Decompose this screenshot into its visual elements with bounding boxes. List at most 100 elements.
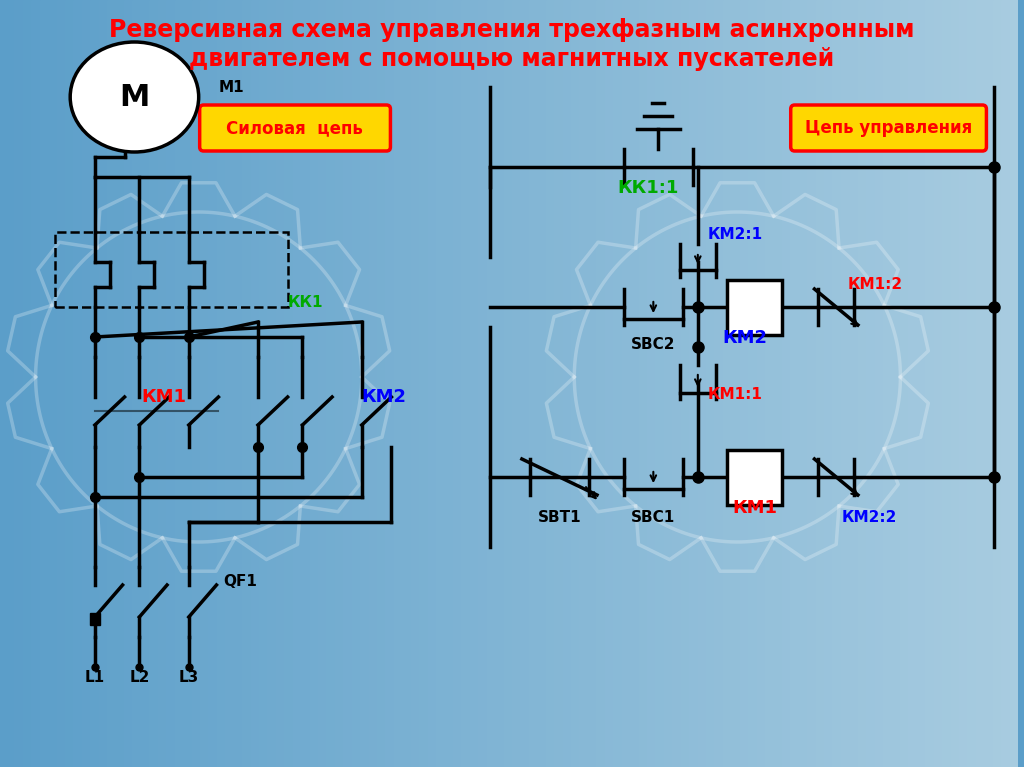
- Text: QF1: QF1: [223, 574, 257, 590]
- Bar: [562, 0, 572, 767]
- Bar: [984, 0, 993, 767]
- Text: КК1: КК1: [288, 295, 324, 310]
- Bar: [48, 0, 57, 767]
- Bar: [926, 0, 935, 767]
- Bar: [883, 0, 893, 767]
- Bar: [251, 0, 260, 767]
- Bar: [183, 0, 193, 767]
- Text: КМ2:2: КМ2:2: [841, 510, 896, 525]
- Bar: [285, 0, 294, 767]
- Bar: [217, 0, 226, 767]
- FancyBboxPatch shape: [791, 105, 986, 151]
- Text: КМ1:1: КМ1:1: [708, 387, 763, 402]
- Text: L1: L1: [85, 670, 105, 685]
- Bar: [892, 0, 901, 767]
- Bar: [74, 0, 83, 767]
- Bar: [444, 0, 454, 767]
- Bar: [82, 0, 91, 767]
- Bar: [655, 0, 665, 767]
- Bar: [394, 0, 403, 767]
- Bar: [512, 0, 521, 767]
- Text: Цепь управления: Цепь управления: [805, 119, 972, 137]
- Bar: [554, 0, 563, 767]
- Bar: [411, 0, 420, 767]
- Bar: [360, 0, 370, 767]
- Text: КМ2: КМ2: [361, 388, 407, 406]
- Bar: [773, 0, 783, 767]
- Bar: [98, 0, 109, 767]
- Text: L3: L3: [178, 670, 199, 685]
- Text: КМ2:1: КМ2:1: [708, 227, 763, 242]
- Bar: [697, 0, 707, 767]
- Bar: [40, 0, 49, 767]
- Bar: [90, 0, 99, 767]
- Bar: [318, 0, 328, 767]
- Bar: [419, 0, 429, 767]
- Text: SBC2: SBC2: [631, 337, 676, 352]
- Bar: [727, 450, 782, 505]
- Bar: [605, 0, 614, 767]
- Bar: [402, 0, 412, 767]
- Bar: [942, 0, 951, 767]
- Text: SBC1: SBC1: [631, 510, 676, 525]
- Bar: [757, 0, 766, 767]
- Text: М1: М1: [218, 80, 244, 94]
- Bar: [596, 0, 606, 767]
- Text: КМ1: КМ1: [732, 499, 777, 517]
- Bar: [622, 0, 631, 767]
- Bar: [538, 0, 547, 767]
- Bar: [916, 0, 927, 767]
- Bar: [158, 0, 167, 767]
- Bar: [6, 0, 15, 767]
- Bar: [23, 0, 32, 767]
- Bar: [108, 0, 117, 767]
- Text: КМ2: КМ2: [722, 329, 767, 347]
- Text: Силовая  цепь: Силовая цепь: [226, 119, 362, 137]
- Bar: [208, 0, 218, 767]
- Bar: [453, 0, 463, 767]
- Text: двигателем с помощью магнитных пускателей: двигателем с помощью магнитных пускателе…: [189, 47, 835, 71]
- Bar: [841, 0, 850, 767]
- Text: Реверсивная схема управления трехфазным асинхронным: Реверсивная схема управления трехфазным …: [110, 18, 914, 42]
- Bar: [959, 0, 969, 767]
- Bar: [968, 0, 977, 767]
- Text: L2: L2: [129, 670, 150, 685]
- Bar: [992, 0, 1002, 767]
- Bar: [934, 0, 943, 767]
- Bar: [816, 0, 825, 767]
- Bar: [1001, 0, 1011, 767]
- Bar: [647, 0, 656, 767]
- Text: М: М: [119, 83, 150, 111]
- Bar: [233, 0, 243, 767]
- Bar: [504, 0, 513, 767]
- Bar: [866, 0, 876, 767]
- Bar: [141, 0, 151, 767]
- Bar: [191, 0, 201, 767]
- Bar: [200, 0, 209, 767]
- Bar: [858, 0, 867, 767]
- Bar: [546, 0, 555, 767]
- Bar: [14, 0, 24, 767]
- Bar: [672, 0, 682, 767]
- Bar: [731, 0, 740, 767]
- Bar: [950, 0, 959, 767]
- Bar: [496, 0, 505, 767]
- Bar: [765, 0, 774, 767]
- Bar: [225, 0, 234, 767]
- Bar: [293, 0, 302, 767]
- Bar: [242, 0, 252, 767]
- Ellipse shape: [71, 42, 199, 152]
- Bar: [791, 0, 800, 767]
- Bar: [580, 0, 589, 767]
- Bar: [588, 0, 597, 767]
- Bar: [681, 0, 690, 767]
- Bar: [56, 0, 66, 767]
- Bar: [486, 0, 496, 767]
- Bar: [90, 613, 100, 625]
- Bar: [664, 0, 673, 767]
- Bar: [175, 0, 184, 767]
- Bar: [849, 0, 859, 767]
- Bar: [436, 0, 445, 767]
- Bar: [630, 0, 640, 767]
- Bar: [327, 0, 336, 767]
